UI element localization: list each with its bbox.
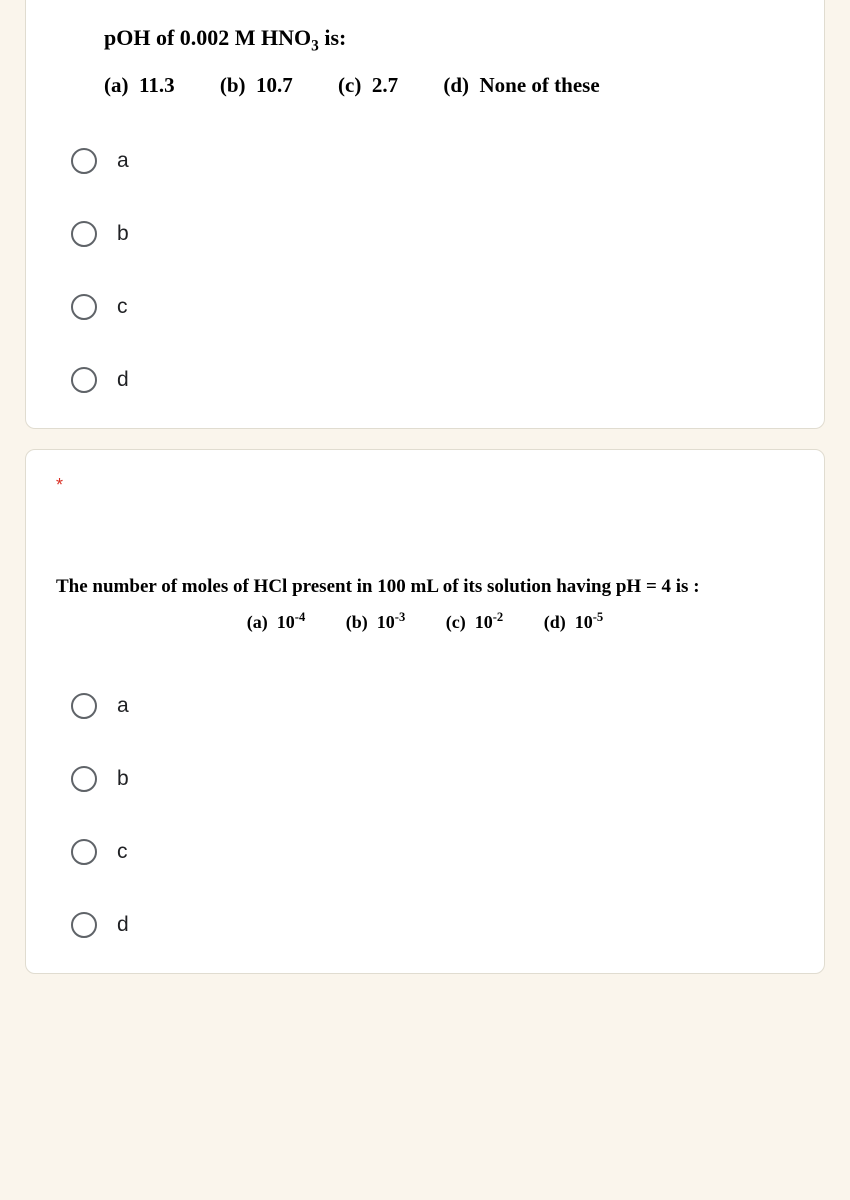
radio-label: a [117, 694, 129, 718]
question-2-inline-choices: (a) 10-4 (b) 10-3 (c) 10-2 (d) 10-5 [56, 610, 794, 633]
radio-circle-icon[interactable] [71, 367, 97, 393]
radio-option-q1-a[interactable]: a [71, 148, 794, 174]
radio-circle-icon[interactable] [71, 294, 97, 320]
q2-choice-d: (d) 10-5 [544, 610, 604, 633]
radio-label: c [117, 840, 128, 864]
radio-option-q1-b[interactable]: b [71, 221, 794, 247]
radio-circle-icon[interactable] [71, 221, 97, 247]
q1-text-suffix: is: [319, 25, 347, 50]
question-2-options: a b c d [71, 693, 794, 938]
radio-label: b [117, 222, 129, 246]
radio-label: b [117, 767, 129, 791]
radio-option-q2-c[interactable]: c [71, 839, 794, 865]
radio-option-q2-a[interactable]: a [71, 693, 794, 719]
question-1-inline-choices: (a) 11.3 (b) 10.7 (c) 2.7 (d) None of th… [104, 73, 794, 98]
question-1-options: a b c d [71, 148, 794, 393]
question-card-2: * The number of moles of HCl present in … [25, 449, 825, 974]
q1-subscript: 3 [311, 37, 319, 54]
q2-choice-a: (a) 10-4 [247, 610, 306, 633]
q2-choice-b: (b) 10-3 [346, 610, 406, 633]
radio-circle-icon[interactable] [71, 839, 97, 865]
q1-choice-c: (c) 2.7 [338, 73, 398, 98]
radio-option-q2-d[interactable]: d [71, 912, 794, 938]
radio-circle-icon[interactable] [71, 912, 97, 938]
question-card-1: pOH of 0.002 M HNO3 is: (a) 11.3 (b) 10.… [25, 0, 825, 429]
question-1-text: pOH of 0.002 M HNO3 is: [104, 25, 794, 55]
q1-choice-b: (b) 10.7 [220, 73, 293, 98]
radio-label: d [117, 368, 129, 392]
radio-option-q1-c[interactable]: c [71, 294, 794, 320]
radio-circle-icon[interactable] [71, 766, 97, 792]
required-marker: * [56, 475, 794, 496]
radio-option-q2-b[interactable]: b [71, 766, 794, 792]
q1-choice-d: (d) None of these [443, 73, 599, 98]
radio-label: a [117, 149, 129, 173]
radio-option-q1-d[interactable]: d [71, 367, 794, 393]
radio-label: d [117, 913, 129, 937]
q1-text-prefix: pOH of 0.002 M HNO [104, 25, 311, 50]
question-2-text: The number of moles of HCl present in 10… [56, 576, 794, 598]
radio-label: c [117, 295, 128, 319]
radio-circle-icon[interactable] [71, 148, 97, 174]
q2-choice-c: (c) 10-2 [446, 610, 503, 633]
radio-circle-icon[interactable] [71, 693, 97, 719]
q1-choice-a: (a) 11.3 [104, 73, 175, 98]
